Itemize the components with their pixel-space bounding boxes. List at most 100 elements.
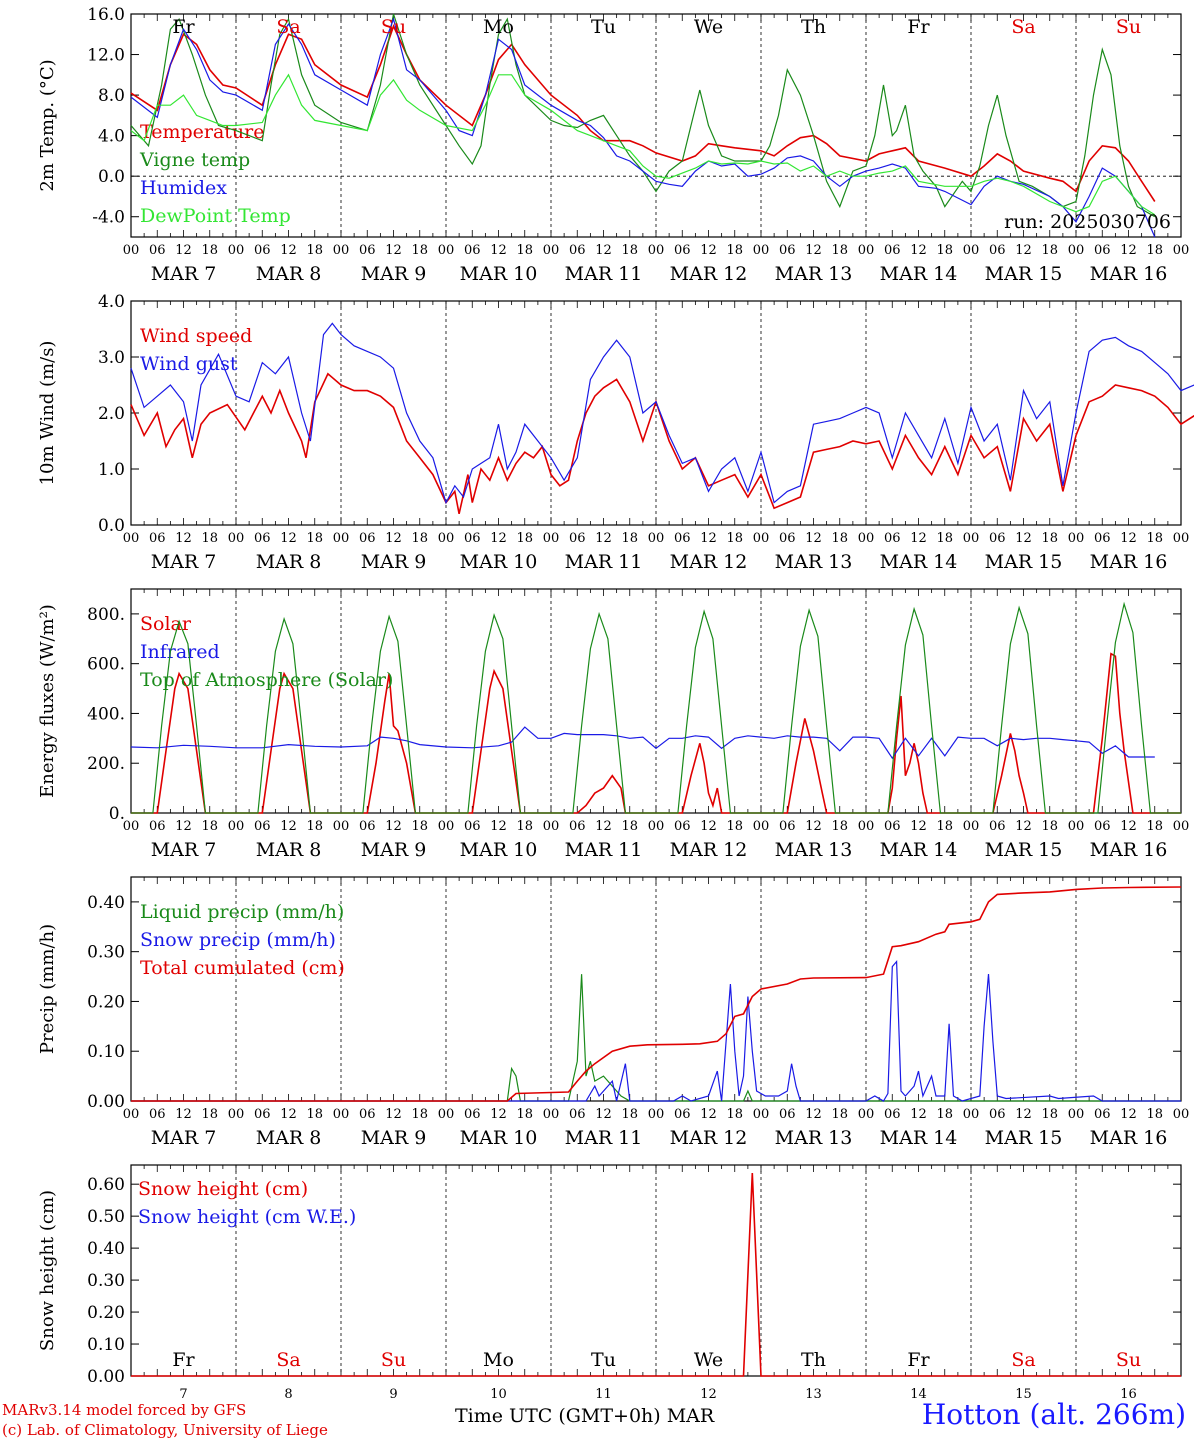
weekday-label: Mo (483, 16, 514, 38)
legend-entry: Wind speed (140, 325, 252, 347)
hour-label: 18 (306, 1107, 323, 1122)
day-label: MAR 16 (1090, 551, 1168, 573)
hour-label: 06 (989, 1107, 1006, 1122)
day-label: MAR 11 (565, 551, 643, 573)
hour-label: 12 (490, 243, 507, 258)
legend-entry: Temperature (140, 121, 264, 143)
hour-label: 06 (884, 1107, 901, 1122)
day-number: 7 (179, 1387, 187, 1402)
hour-label: 12 (805, 531, 822, 546)
hour-label: 12 (280, 531, 297, 546)
hour-label: 00 (333, 1107, 350, 1122)
hour-label: 18 (1146, 819, 1163, 834)
weekday-label: We (694, 1349, 723, 1371)
day-label: MAR 11 (565, 1127, 643, 1149)
hour-label: 00 (963, 819, 980, 834)
hour-label: 00 (333, 243, 350, 258)
weekday-label: Su (1116, 16, 1141, 38)
hour-label: 18 (516, 243, 533, 258)
hour-label: 06 (674, 819, 691, 834)
hour-label: 00 (123, 531, 140, 546)
hour-label: 12 (595, 531, 612, 546)
day-label: MAR 10 (460, 1127, 538, 1149)
series-line (130, 17, 1156, 238)
y-tick-label: 0.10 (87, 1335, 125, 1355)
hour-label: 06 (779, 243, 796, 258)
legend-entry: Infrared (140, 641, 220, 663)
hour-label: 18 (726, 531, 743, 546)
day-label: MAR 12 (670, 263, 748, 285)
weekday-label: Sa (276, 16, 300, 38)
hour-label: 06 (674, 1107, 691, 1122)
y-axis-label: Energy fluxes (W/m²) (37, 604, 58, 798)
hour-label: 18 (306, 243, 323, 258)
hour-label: 18 (516, 1107, 533, 1122)
day-number: 11 (595, 1387, 612, 1402)
hour-label: 12 (1015, 1107, 1032, 1122)
legend-entry: Liquid precip (mm/h) (140, 901, 344, 923)
hour-label: 18 (1041, 243, 1058, 258)
hour-label: 18 (621, 1107, 638, 1122)
y-axis-label: Snow height (cm) (37, 1190, 58, 1351)
panel-2: 4.0 3.0 2.0 1.0 0.0 10m Wind (m/s) Wind speed W… (37, 292, 1194, 573)
y-tick-label: 200. (87, 754, 125, 774)
y-tick-label: 12.0 (87, 46, 125, 66)
hour-label: 18 (201, 1107, 218, 1122)
day-label: MAR 9 (361, 551, 427, 573)
hour-label: 00 (438, 243, 455, 258)
weekday-label: Sa (1011, 16, 1035, 38)
hour-label: 00 (123, 243, 140, 258)
weekday-label: Sa (276, 1349, 300, 1371)
hour-label: 00 (858, 1107, 875, 1122)
weekday-label: Tu (591, 1349, 616, 1371)
y-tick-label: 1.0 (98, 460, 125, 480)
hour-label: 00 (438, 819, 455, 834)
day-label: MAR 16 (1090, 1127, 1168, 1149)
hour-label: 18 (831, 1107, 848, 1122)
y-tick-label: 0.0 (98, 167, 125, 187)
day-number: 14 (910, 1387, 927, 1402)
hour-label: 00 (648, 819, 665, 834)
hour-label: 12 (595, 1107, 612, 1122)
hour-label: 18 (831, 531, 848, 546)
series-line (131, 960, 1181, 1102)
hour-label: 12 (1015, 243, 1032, 258)
legend-entry: Snow height (cm W.E.) (138, 1206, 356, 1228)
hour-label: 06 (884, 243, 901, 258)
hour-label: 06 (149, 243, 166, 258)
day-label: MAR 11 (565, 263, 643, 285)
hour-label: 18 (201, 243, 218, 258)
panel-5: 0.60 0.50 0.40 0.30 0.20 0.10 0.00 Snow height … (37, 1164, 1182, 1387)
hour-label: 12 (1120, 531, 1137, 546)
hour-label: 18 (1146, 1107, 1163, 1122)
hour-label: 12 (175, 1107, 192, 1122)
hour-label: 00 (1068, 531, 1085, 546)
legend-entry: Solar (140, 613, 192, 635)
hour-label: 06 (149, 531, 166, 546)
hour-label: 06 (779, 819, 796, 834)
hour-label: 18 (831, 819, 848, 834)
day-label: MAR 10 (460, 551, 538, 573)
hour-label: 00 (228, 819, 245, 834)
hour-label: 00 (1068, 1107, 1085, 1122)
hour-label: 06 (569, 1107, 586, 1122)
y-tick-label: 0.40 (87, 1239, 125, 1259)
hour-label: 12 (700, 531, 717, 546)
y-tick-label: 0.40 (87, 893, 125, 913)
hour-label: 18 (411, 1107, 428, 1122)
day-label: MAR 13 (775, 551, 853, 573)
hour-label: 18 (726, 819, 743, 834)
hour-label: 06 (254, 819, 271, 834)
hour-label: 12 (700, 1107, 717, 1122)
hour-label: 12 (1015, 819, 1032, 834)
y-tick-label: 0.00 (87, 1367, 125, 1387)
hour-label: 06 (989, 531, 1006, 546)
y-tick-label: 3.0 (98, 348, 125, 368)
hour-label: 18 (726, 1107, 743, 1122)
hour-label: 00 (543, 1107, 560, 1122)
day-label: MAR 10 (460, 839, 538, 861)
hour-label: 06 (569, 819, 586, 834)
day-label: MAR 9 (361, 839, 427, 861)
panel-1: 16.0 12.0 8.0 4.0 0.0 -4.0 2m Temp. (°C) Temper… (37, 5, 1189, 285)
hour-label: 00 (753, 531, 770, 546)
